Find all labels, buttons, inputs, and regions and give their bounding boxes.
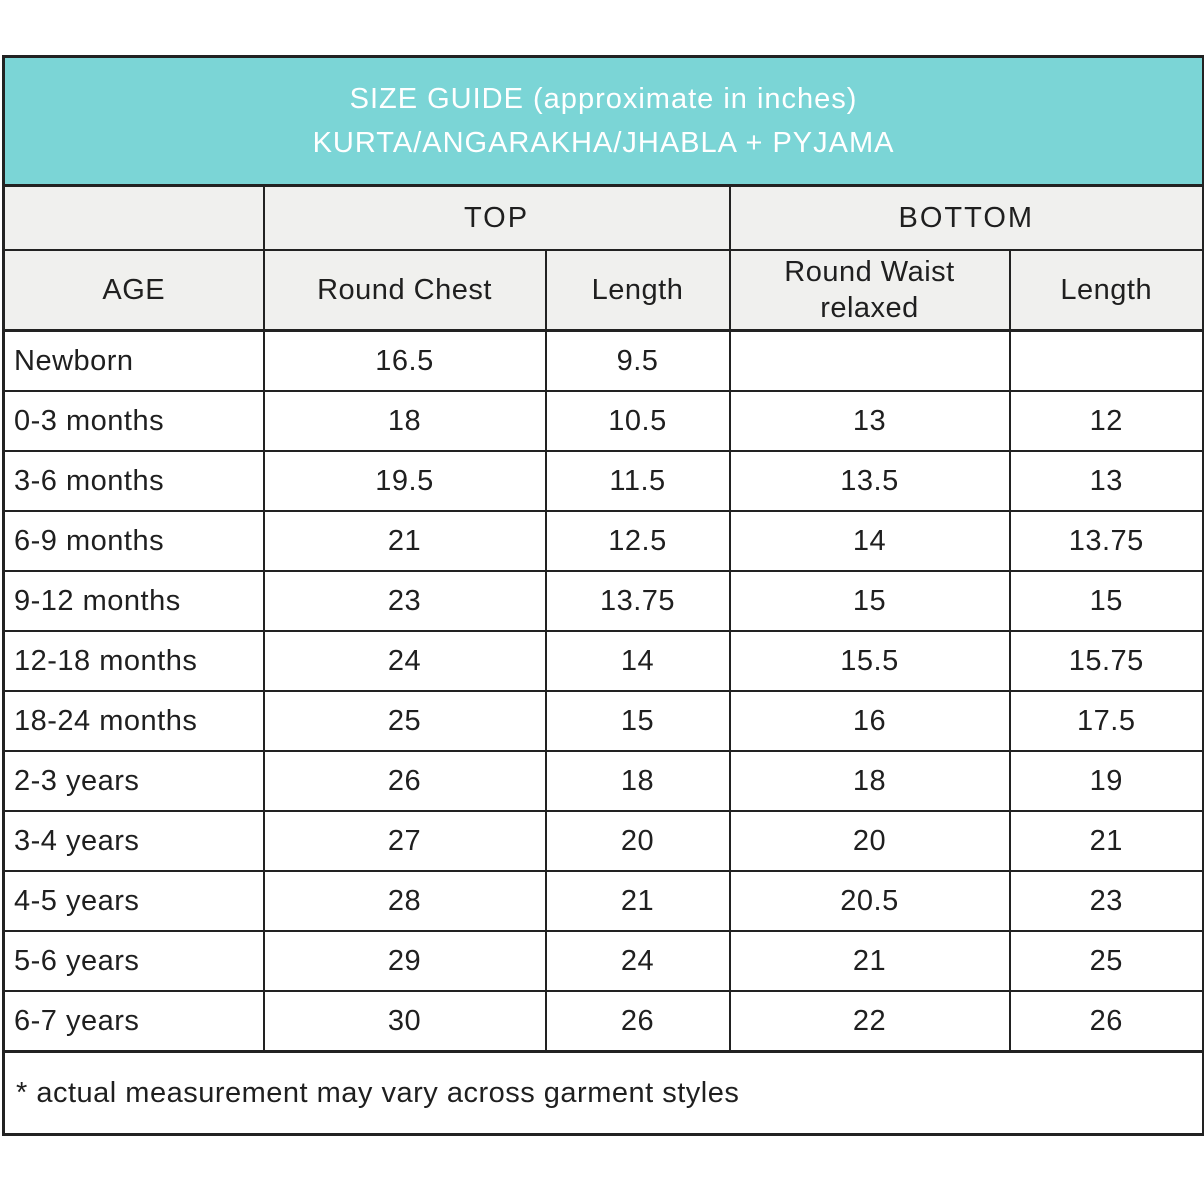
top-length-cell: 9.5 [544,329,731,392]
group-header-top: TOP [262,184,731,251]
bottom-length-cell: 19 [1008,750,1204,812]
column-header-bottom-length: Length [1008,249,1204,332]
age-cell: 3-6 months [2,450,265,512]
age-cell: 6-9 months [2,510,265,572]
top-length-cell: 24 [544,930,731,992]
bottom-length-cell: 23 [1008,870,1204,932]
age-cell: 4-5 years [2,870,265,932]
footnote-row: * actual measurement may vary across gar… [2,1050,1204,1136]
age-cell: 5-6 years [2,930,265,992]
column-header-row: AGE Round Chest Length Round Waist relax… [2,249,1204,332]
round-chest-cell: 28 [262,870,547,932]
bottom-length-cell: 12 [1008,390,1204,452]
age-cell: Newborn [2,329,265,392]
table-row: 4-5 years 28 21 20.5 23 [2,870,1204,932]
group-header-bottom: BOTTOM [728,184,1204,251]
table-row: 3-6 months 19.5 11.5 13.5 13 [2,450,1204,512]
round-waist-cell: 15.5 [728,630,1011,692]
round-chest-cell: 29 [262,930,547,992]
column-header-round-chest: Round Chest [262,249,547,332]
group-header-row: TOP BOTTOM [2,184,1204,251]
blank-corner-cell [2,184,265,251]
column-header-round-waist: Round Waist relaxed [728,249,1011,332]
round-waist-label: Round Waist relaxed [784,255,955,324]
column-header-top-length: Length [544,249,731,332]
top-length-cell: 12.5 [544,510,731,572]
table-row: Newborn 16.5 9.5 [2,329,1204,392]
footnote: * actual measurement may vary across gar… [2,1050,1204,1136]
age-cell: 12-18 months [2,630,265,692]
round-waist-cell: 14 [728,510,1011,572]
top-length-cell: 21 [544,870,731,932]
round-chest-cell: 21 [262,510,547,572]
table-row: 6-7 years 30 26 22 26 [2,990,1204,1053]
top-length-cell: 10.5 [544,390,731,452]
round-waist-cell: 15 [728,570,1011,632]
title-row: SIZE GUIDE (approximate in inches) KURTA… [2,55,1204,187]
bottom-length-cell [1008,329,1204,392]
round-chest-cell: 27 [262,810,547,872]
size-guide-table: SIZE GUIDE (approximate in inches) KURTA… [2,55,1204,1136]
page-title: SIZE GUIDE (approximate in inches) [349,83,858,115]
round-chest-cell: 23 [262,570,547,632]
round-chest-cell: 16.5 [262,329,547,392]
table-row: 18-24 months 25 15 16 17.5 [2,690,1204,752]
age-cell: 18-24 months [2,690,265,752]
top-length-cell: 20 [544,810,731,872]
bottom-length-cell: 13 [1008,450,1204,512]
age-cell: 0-3 months [2,390,265,452]
round-waist-cell: 21 [728,930,1011,992]
round-waist-cell: 16 [728,690,1011,752]
age-cell: 3-4 years [2,810,265,872]
round-chest-cell: 24 [262,630,547,692]
table-row: 5-6 years 29 24 21 25 [2,930,1204,992]
size-guide-page: SIZE GUIDE (approximate in inches) KURTA… [2,55,1204,1136]
table-title-banner: SIZE GUIDE (approximate in inches) KURTA… [2,55,1204,187]
age-cell: 6-7 years [2,990,265,1053]
table-row: 3-4 years 27 20 20 21 [2,810,1204,872]
table-row: 0-3 months 18 10.5 13 12 [2,390,1204,452]
round-waist-cell: 20.5 [728,870,1011,932]
bottom-length-cell: 26 [1008,990,1204,1053]
top-length-cell: 14 [544,630,731,692]
top-length-cell: 15 [544,690,731,752]
round-chest-cell: 18 [262,390,547,452]
table-row: 9-12 months 23 13.75 15 15 [2,570,1204,632]
column-header-age: AGE [2,249,265,332]
table-row: 6-9 months 21 12.5 14 13.75 [2,510,1204,572]
round-chest-cell: 19.5 [262,450,547,512]
round-chest-cell: 25 [262,690,547,752]
round-waist-cell: 13.5 [728,450,1011,512]
table-row: 2-3 years 26 18 18 19 [2,750,1204,812]
round-waist-cell: 20 [728,810,1011,872]
age-cell: 2-3 years [2,750,265,812]
round-waist-cell: 18 [728,750,1011,812]
bottom-length-cell: 15 [1008,570,1204,632]
bottom-length-cell: 17.5 [1008,690,1204,752]
bottom-length-cell: 15.75 [1008,630,1204,692]
round-chest-cell: 30 [262,990,547,1053]
bottom-length-cell: 21 [1008,810,1204,872]
round-chest-cell: 26 [262,750,547,812]
round-waist-cell [728,329,1011,392]
table-row: 12-18 months 24 14 15.5 15.75 [2,630,1204,692]
top-length-cell: 26 [544,990,731,1053]
top-length-cell: 13.75 [544,570,731,632]
top-length-cell: 18 [544,750,731,812]
round-waist-cell: 22 [728,990,1011,1053]
round-waist-cell: 13 [728,390,1011,452]
page-subtitle: KURTA/ANGARAKHA/JHABLA + PYJAMA [312,127,895,159]
top-length-cell: 11.5 [544,450,731,512]
age-cell: 9-12 months [2,570,265,632]
bottom-length-cell: 25 [1008,930,1204,992]
bottom-length-cell: 13.75 [1008,510,1204,572]
